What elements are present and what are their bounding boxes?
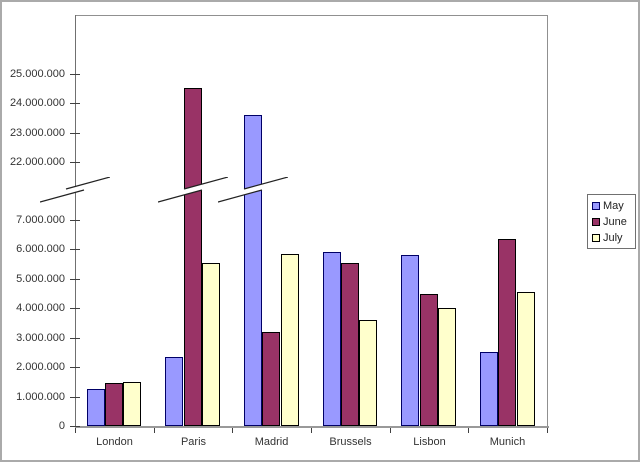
- legend-label-may: May: [603, 199, 624, 212]
- bar-june-munich: [498, 239, 516, 426]
- bar-may-madrid: [244, 115, 262, 426]
- legend-label-june: June: [603, 215, 627, 228]
- legend-entry-july: July: [592, 230, 635, 246]
- plot-top-border: [75, 15, 548, 16]
- category-label-lisbon: Lisbon: [413, 436, 446, 448]
- plot-right-border: [547, 15, 548, 426]
- y-axis-label: 22.000.000: [9, 156, 65, 168]
- legend-swatch-july: [592, 234, 600, 242]
- y-axis-tick: [70, 133, 80, 134]
- y-axis-label: 4.000.000: [16, 302, 65, 314]
- legend-swatch-june: [592, 218, 600, 226]
- y-axis-tick: [70, 338, 80, 339]
- y-axis-tick: [70, 249, 80, 250]
- y-axis-label: 1.000.000: [16, 391, 65, 403]
- y-axis-break: [40, 177, 110, 207]
- y-axis-tick: [70, 426, 80, 427]
- x-axis-tick: [547, 428, 548, 433]
- category-label-brussels: Brussels: [329, 436, 372, 448]
- legend-entry-may: May: [592, 198, 635, 214]
- x-axis-tick: [232, 428, 233, 433]
- x-axis-tick: [311, 428, 312, 433]
- bar-may-munich: [480, 352, 498, 426]
- legend-entry-june: June: [592, 214, 635, 230]
- x-axis-tick: [75, 428, 76, 433]
- y-axis-tick: [70, 162, 80, 163]
- y-axis-tick: [70, 279, 80, 280]
- bar-break-mark: [218, 177, 288, 207]
- bar-july-madrid: [281, 254, 299, 426]
- y-axis-label: 24.000.000: [9, 97, 65, 109]
- bar-may-paris: [165, 357, 183, 426]
- legend: May June July: [587, 194, 636, 249]
- legend-label-july: July: [603, 231, 623, 244]
- bar-june-brussels: [341, 263, 359, 426]
- bar-may-brussels: [323, 252, 341, 426]
- x-axis-tick: [468, 428, 469, 433]
- bar-june-lisbon: [420, 294, 438, 426]
- bar-june-madrid: [262, 332, 280, 426]
- x-axis-tick: [154, 428, 155, 433]
- bar-may-lisbon: [401, 255, 419, 426]
- y-axis-label: 0: [58, 420, 65, 432]
- y-axis-label: 25.000.000: [9, 68, 65, 80]
- y-axis-tick: [70, 367, 80, 368]
- y-axis-tick: [70, 220, 80, 221]
- legend-swatch-may: [592, 202, 600, 210]
- category-label-madrid: Madrid: [254, 436, 289, 448]
- y-axis-label: 5.000.000: [16, 273, 65, 285]
- x-axis-line: [75, 426, 549, 428]
- x-axis-tick: [390, 428, 391, 433]
- y-axis-label: 23.000.000: [9, 127, 65, 139]
- y-axis-tick: [70, 397, 80, 398]
- bar-june-london: [105, 383, 123, 426]
- y-axis-tick: [70, 103, 80, 104]
- bar-may-london: [87, 389, 105, 426]
- bar-july-brussels: [359, 320, 377, 426]
- bar-july-munich: [517, 292, 535, 426]
- category-label-munich: Munich: [489, 436, 526, 448]
- y-axis-label: 7.000.000: [16, 214, 65, 226]
- category-label-london: London: [96, 436, 133, 448]
- y-axis-tick: [70, 74, 80, 75]
- bar-july-lisbon: [438, 308, 456, 426]
- bar-july-paris: [202, 263, 220, 426]
- y-axis-label: 6.000.000: [16, 243, 65, 255]
- y-axis-tick: [70, 308, 80, 309]
- category-label-paris: Paris: [180, 436, 207, 448]
- bar-break-mark: [158, 177, 228, 207]
- bar-june-paris: [184, 88, 202, 426]
- bar-july-london: [123, 382, 141, 426]
- y-axis-label: 3.000.000: [16, 332, 65, 344]
- y-axis-label: 2.000.000: [16, 361, 65, 373]
